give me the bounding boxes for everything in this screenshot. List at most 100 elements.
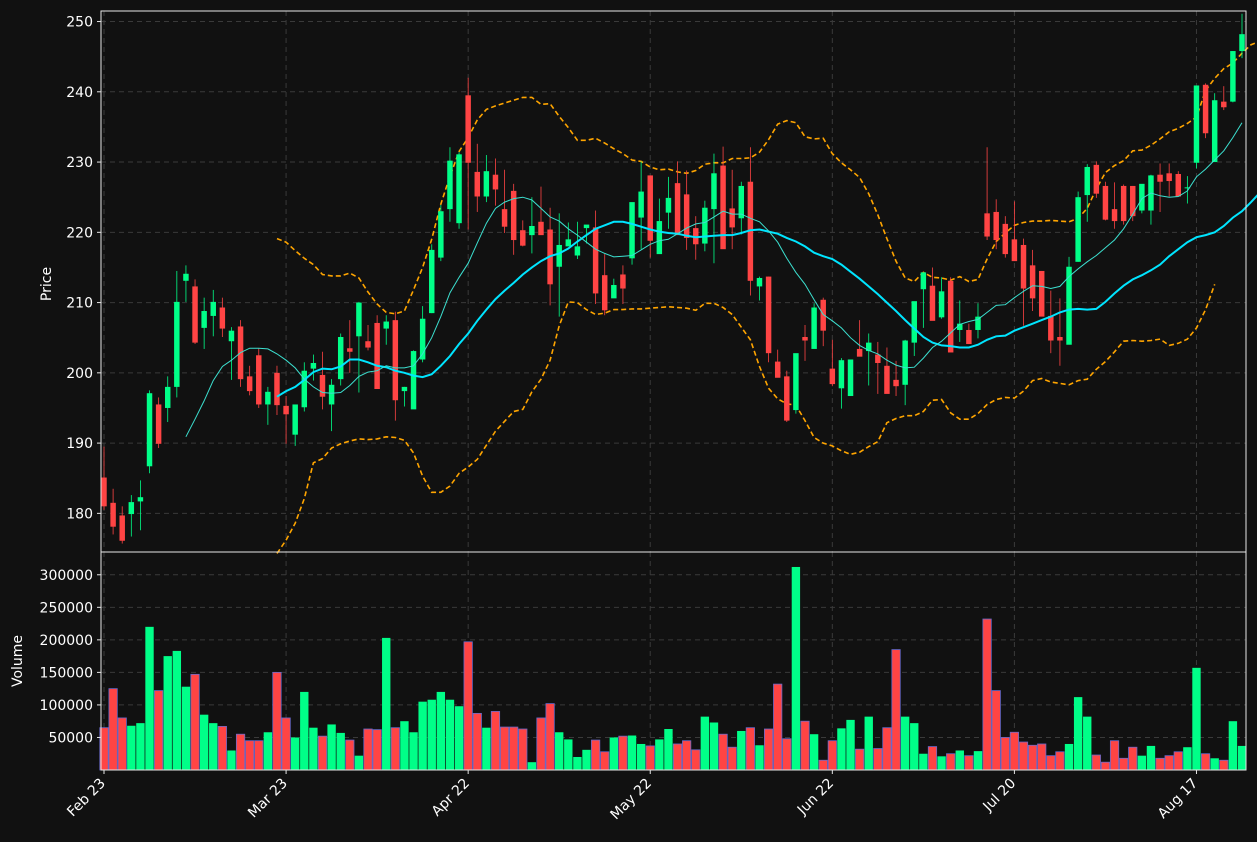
candle-body bbox=[702, 207, 708, 244]
volume-bar bbox=[800, 720, 810, 771]
volume-bar bbox=[390, 727, 400, 771]
volume-bar bbox=[1146, 745, 1156, 770]
volume-bar bbox=[427, 699, 436, 770]
candle-body bbox=[119, 515, 125, 541]
volume-bar bbox=[564, 739, 573, 770]
candle-body bbox=[246, 376, 253, 392]
volume-bar bbox=[1055, 751, 1065, 771]
volume-panel-frame bbox=[100, 551, 1247, 771]
candle-body bbox=[583, 224, 590, 229]
candle-body bbox=[1048, 315, 1054, 341]
price-tick-label: 190 bbox=[66, 436, 93, 452]
candle-body bbox=[283, 405, 289, 415]
candle-body bbox=[356, 302, 362, 337]
price-tick-label: 240 bbox=[66, 85, 93, 101]
volume-bar bbox=[472, 712, 482, 771]
volume-bar bbox=[600, 751, 610, 771]
candle-body bbox=[210, 301, 216, 316]
volume-bar bbox=[1100, 761, 1111, 771]
volume-bar bbox=[664, 729, 673, 770]
candle-body bbox=[474, 171, 480, 197]
volume-bar bbox=[136, 723, 145, 770]
volume-bar bbox=[482, 727, 491, 770]
volume-bar bbox=[545, 703, 555, 771]
volume-bar bbox=[791, 566, 801, 770]
candle-body bbox=[365, 341, 371, 348]
volume-bar bbox=[873, 748, 883, 771]
volume-bar bbox=[1018, 741, 1029, 771]
candle-body bbox=[1111, 209, 1118, 222]
volume-bar bbox=[490, 711, 501, 771]
volume-bar bbox=[737, 730, 746, 770]
volume-bar bbox=[1064, 743, 1074, 770]
volume-bar bbox=[499, 726, 510, 771]
candle-body bbox=[101, 477, 107, 507]
volume-bar bbox=[782, 738, 792, 771]
candle-body bbox=[438, 211, 444, 258]
candle-body bbox=[529, 225, 535, 236]
volume-bar bbox=[709, 722, 719, 770]
candle-body bbox=[392, 320, 399, 401]
candle-body bbox=[866, 342, 872, 352]
price-tick-label: 250 bbox=[66, 15, 93, 31]
candle-body bbox=[1084, 166, 1090, 196]
volume-bar bbox=[691, 749, 701, 771]
price-grid bbox=[101, 11, 1246, 552]
candle-body bbox=[1057, 337, 1063, 341]
volume-bar bbox=[245, 740, 255, 771]
candle-body bbox=[319, 374, 326, 397]
candle-body bbox=[638, 191, 644, 218]
volume-bar bbox=[327, 724, 336, 770]
volume-bar bbox=[263, 732, 273, 770]
volume-bar bbox=[463, 641, 473, 771]
sma-short-series bbox=[185, 122, 1243, 438]
price-tick-label: 200 bbox=[66, 366, 93, 382]
volume-bar bbox=[773, 683, 783, 771]
candle-body bbox=[419, 318, 426, 360]
candle-body bbox=[146, 393, 153, 467]
candle-body bbox=[456, 154, 462, 224]
volume-bar bbox=[582, 749, 591, 770]
candle-body bbox=[574, 246, 581, 256]
price-tick-label: 230 bbox=[66, 155, 93, 171]
volume-tick-label: 150000 bbox=[40, 665, 93, 681]
volume-bar bbox=[700, 716, 710, 770]
volume-bar bbox=[227, 750, 236, 770]
volume-bar bbox=[1128, 746, 1138, 771]
volume-bar bbox=[290, 737, 300, 770]
candle-body bbox=[1011, 239, 1018, 262]
sma-long-line bbox=[276, 194, 1257, 398]
candle-body bbox=[929, 285, 936, 321]
candle-body bbox=[1175, 174, 1182, 197]
candle-body bbox=[1002, 223, 1009, 255]
candle-body bbox=[938, 291, 945, 318]
candle-body bbox=[164, 386, 171, 408]
sma-long-series bbox=[276, 194, 1257, 398]
volume-bar bbox=[1009, 731, 1019, 771]
volume-tick-label: 300000 bbox=[40, 568, 93, 584]
candle-body bbox=[1029, 265, 1036, 299]
volume-bar bbox=[900, 716, 910, 770]
candle-body bbox=[556, 244, 562, 267]
volume-bar bbox=[181, 686, 191, 770]
candle-body bbox=[984, 213, 990, 237]
candle-body bbox=[337, 337, 344, 380]
candle-body bbox=[1184, 187, 1191, 189]
volume-bar bbox=[1119, 757, 1129, 771]
volume-bar bbox=[436, 691, 446, 770]
candle-body bbox=[747, 181, 754, 281]
candle-body bbox=[711, 173, 717, 210]
volume-bar bbox=[1219, 759, 1229, 771]
candle-body bbox=[1102, 185, 1109, 220]
bollinger-lower-band bbox=[276, 284, 1216, 554]
candle-body bbox=[592, 227, 599, 294]
candle-body bbox=[292, 404, 298, 435]
volume-y-axis: 50000 100000 150000 200000 250000 300000 bbox=[40, 568, 101, 746]
volume-bar bbox=[1173, 751, 1183, 771]
volume-tick-label: 50000 bbox=[48, 730, 93, 746]
candle-body bbox=[219, 307, 226, 329]
price-candles bbox=[101, 13, 1245, 544]
volume-bar bbox=[955, 750, 964, 770]
candle-body bbox=[1239, 34, 1245, 52]
